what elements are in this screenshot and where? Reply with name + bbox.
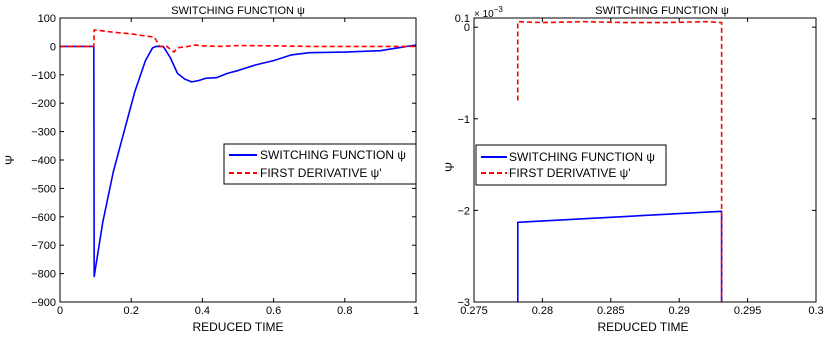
chart-right-ytick-label: −2 bbox=[457, 205, 470, 217]
chart-left-xtick-label: 0.8 bbox=[337, 305, 352, 317]
chart-left-ytick-label: −200 bbox=[31, 98, 56, 110]
chart-right-ylabel: Ψ bbox=[443, 162, 457, 172]
chart-left-legend-label-2: FIRST DERIVATIVE ψ' bbox=[260, 166, 382, 180]
chart-right-legend: SWITCHING FUNCTION ψ FIRST DERIVATIVE ψ' bbox=[475, 144, 667, 186]
chart-right-series-first-derivative-line bbox=[516, 20, 723, 302]
chart-left-series-switching-function-line bbox=[60, 44, 416, 278]
chart-left-ytick-label: −600 bbox=[31, 212, 56, 224]
chart-right-ytick-label: 0 bbox=[464, 22, 470, 34]
chart-right-xtick-label: 0.295 bbox=[734, 305, 762, 317]
chart-left-ylabel: Ψ bbox=[3, 155, 17, 165]
chart-left-xtick-label: 0.2 bbox=[124, 305, 139, 317]
chart-right-y-exponent: × 10−3 bbox=[474, 5, 503, 20]
chart-left-ytick-label: −100 bbox=[31, 70, 56, 82]
chart-right-y-exponent-power: −3 bbox=[494, 5, 504, 14]
chart-right: SWITCHING FUNCTION ψ 0.275 0.28 0.285 0.29 0… bbox=[443, 5, 824, 334]
chart-left-xtick-label: 0 bbox=[57, 305, 63, 317]
chart-right-ytick-label: −1 bbox=[457, 114, 470, 126]
chart-right-legend-box bbox=[475, 144, 667, 186]
chart-left-series-first-derivative-line bbox=[60, 29, 416, 53]
chart-right-xtick-label: 0.275 bbox=[460, 305, 488, 317]
chart-left-title: SWITCHING FUNCTION ψ bbox=[171, 5, 305, 17]
chart-right-series-switching-function-line bbox=[516, 210, 723, 302]
chart-right-ytick-label: 0.1 bbox=[455, 13, 470, 25]
chart-left-legend-label-1: SWITCHING FUNCTION ψ bbox=[260, 148, 406, 162]
chart-left-legend: SWITCHING FUNCTION ψ FIRST DERIVATIVE ψ' bbox=[223, 143, 417, 185]
chart-right-plot-frame bbox=[473, 17, 817, 303]
chart-left-xtick-label: 0.4 bbox=[195, 305, 210, 317]
chart-left-legend-box bbox=[223, 143, 417, 185]
chart-left-xtick-label: 0.6 bbox=[266, 305, 281, 317]
chart-left-ytick-label: −900 bbox=[31, 297, 56, 309]
chart-left-xtick-label: 1 bbox=[413, 305, 419, 317]
chart-right-xtick-label: 0.285 bbox=[597, 305, 625, 317]
chart-left-ytick-label: −400 bbox=[31, 155, 56, 167]
chart-right-legend-label-2: FIRST DERIVATIVE ψ' bbox=[509, 166, 631, 180]
chart-right-legend-label-1: SWITCHING FUNCTION ψ bbox=[509, 150, 655, 164]
chart-right-y-exponent-base: × 10 bbox=[474, 9, 494, 20]
chart-right-title: SWITCHING FUNCTION ψ bbox=[595, 5, 729, 17]
chart-right-xlabel: REDUCED TIME bbox=[597, 320, 688, 334]
chart-right-xtick-label: 0.3 bbox=[808, 305, 823, 317]
chart-left-ytick-label: −500 bbox=[31, 183, 56, 195]
chart-right-ytick-label: −3 bbox=[457, 297, 470, 309]
chart-left-ytick-label: −700 bbox=[31, 240, 56, 252]
chart-left: SWITCHING FUNCTION ψ 0 0.2 0.4 0.6 0.8 1 −900 −… bbox=[3, 5, 419, 334]
chart-left-ytick-label: −800 bbox=[31, 269, 56, 281]
chart-right-xtick-label: 0.28 bbox=[532, 305, 553, 317]
chart-right-xtick-label: 0.29 bbox=[668, 305, 689, 317]
chart-left-ytick-label: 100 bbox=[38, 13, 56, 25]
chart-left-xlabel: REDUCED TIME bbox=[192, 320, 283, 334]
chart-left-ytick-label: −300 bbox=[31, 127, 56, 139]
chart-left-ytick-label: 0 bbox=[50, 41, 56, 53]
